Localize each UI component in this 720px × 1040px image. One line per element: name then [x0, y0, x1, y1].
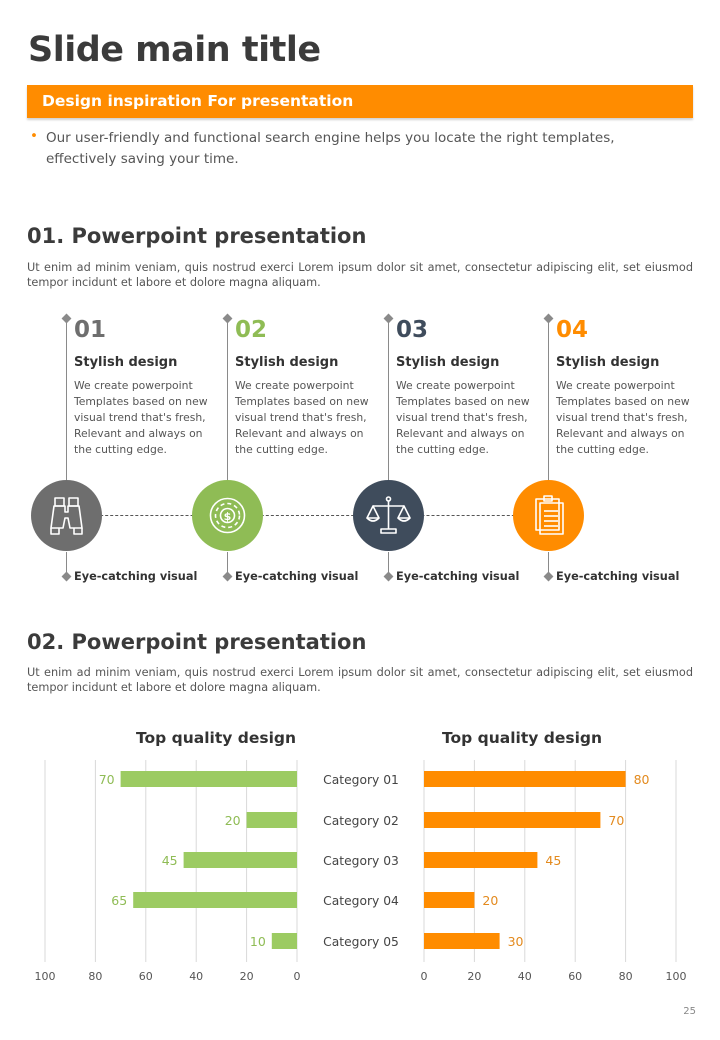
bar — [424, 852, 538, 868]
tick-label: 60 — [139, 970, 153, 983]
bar — [271, 933, 297, 949]
step-circle — [353, 480, 424, 551]
svg-text:$: $ — [224, 510, 232, 523]
clipboard-icon — [535, 495, 564, 535]
scales-icon — [366, 496, 411, 534]
step-heading: Stylish design — [235, 355, 339, 370]
dollar-target-icon: $ — [209, 497, 246, 534]
step-footer: Eye-catching visual — [556, 570, 680, 583]
step-heading: Stylish design — [396, 355, 500, 370]
section1-body: Ut enim ad minim veniam, quis nostrud ex… — [27, 261, 693, 289]
section1-title: 01. Powerpoint presentation — [27, 224, 367, 248]
diamond-marker — [383, 571, 394, 582]
data-label: 45 — [545, 853, 561, 868]
step-description: We create powerpoint Templates based on … — [235, 379, 369, 456]
subtitle-banner: Design inspiration For presentation — [27, 85, 693, 118]
step-description: We create powerpoint Templates based on … — [396, 379, 530, 456]
bar — [183, 852, 297, 868]
step-circle: $ — [192, 480, 263, 551]
step-footer: Eye-catching visual — [235, 570, 359, 583]
tick-label: 40 — [518, 970, 532, 983]
step-line — [548, 320, 549, 484]
step-circle — [513, 480, 584, 551]
tick-label: 0 — [421, 970, 428, 983]
bar — [120, 771, 297, 787]
tick-label: 20 — [467, 970, 481, 983]
step-number: 02 — [235, 317, 268, 343]
category-label: Category 05 — [323, 935, 399, 949]
step-footer: Eye-catching visual — [74, 570, 198, 583]
bar — [424, 933, 500, 949]
data-label: 20 — [225, 813, 241, 828]
banner-text: Design inspiration For presentation — [42, 92, 354, 110]
data-label: 20 — [482, 893, 498, 908]
step-card: 04 Stylish design We create powerpoint T… — [508, 313, 690, 590]
bullet-icon: • — [30, 128, 38, 144]
category-label: Category 02 — [323, 814, 399, 828]
step-line-lower — [66, 552, 67, 576]
step-circle — [31, 480, 102, 551]
step-line — [388, 320, 389, 484]
step-line-lower — [388, 552, 389, 576]
step-card: 01 Stylish design We create powerpoint T… — [26, 313, 208, 590]
step-card: 02 Stylish design We create powerpoint T… — [187, 313, 369, 590]
data-label: 70 — [608, 813, 624, 828]
data-label: 70 — [99, 772, 115, 787]
bar — [133, 892, 297, 908]
data-label: 10 — [250, 934, 266, 949]
section2-title: 02. Powerpoint presentation — [27, 630, 367, 654]
step-description: We create powerpoint Templates based on … — [74, 379, 208, 456]
timeline-connector — [60, 515, 560, 516]
binoculars-icon — [50, 497, 83, 535]
chart-left-title: Top quality design — [136, 729, 297, 747]
step-line — [66, 320, 67, 484]
chart-right-title: Top quality design — [442, 729, 603, 747]
step-number: 01 — [74, 317, 107, 343]
step-heading: Stylish design — [74, 355, 178, 370]
category-label: Category 03 — [323, 854, 399, 868]
bar — [424, 771, 626, 787]
tick-label: 80 — [619, 970, 633, 983]
step-number: 04 — [556, 317, 589, 343]
bar — [424, 892, 475, 908]
step-line — [227, 320, 228, 484]
data-label: 65 — [111, 893, 127, 908]
bar — [246, 812, 297, 828]
data-label: 30 — [508, 934, 524, 949]
step-line-lower — [227, 552, 228, 576]
tick-label: 20 — [240, 970, 254, 983]
step-number: 03 — [396, 317, 429, 343]
tick-label: 100 — [666, 970, 687, 983]
intro-text: Our user-friendly and functional search … — [46, 130, 615, 167]
diamond-marker — [222, 571, 233, 582]
page-number: 25 — [683, 1006, 696, 1017]
step-heading: Stylish design — [556, 355, 660, 370]
tick-label: 40 — [189, 970, 203, 983]
diamond-marker — [61, 571, 72, 582]
category-label: Category 01 — [323, 773, 399, 787]
category-label: Category 04 — [323, 894, 399, 908]
data-label: 45 — [162, 853, 178, 868]
step-line-lower — [548, 552, 549, 576]
section2-body: Ut enim ad minim veniam, quis nostrud ex… — [27, 666, 693, 694]
tick-label: 80 — [88, 970, 102, 983]
step-footer: Eye-catching visual — [396, 570, 520, 583]
slide-title: Slide main title — [28, 30, 321, 70]
tick-label: 60 — [568, 970, 582, 983]
tick-label: 0 — [294, 970, 301, 983]
step-card: 03 Stylish design We create powerpoint T… — [348, 313, 530, 590]
data-label: 80 — [634, 772, 650, 787]
diamond-marker — [543, 571, 554, 582]
tick-label: 100 — [35, 970, 56, 983]
step-description: We create powerpoint Templates based on … — [556, 379, 690, 456]
bar — [424, 812, 601, 828]
